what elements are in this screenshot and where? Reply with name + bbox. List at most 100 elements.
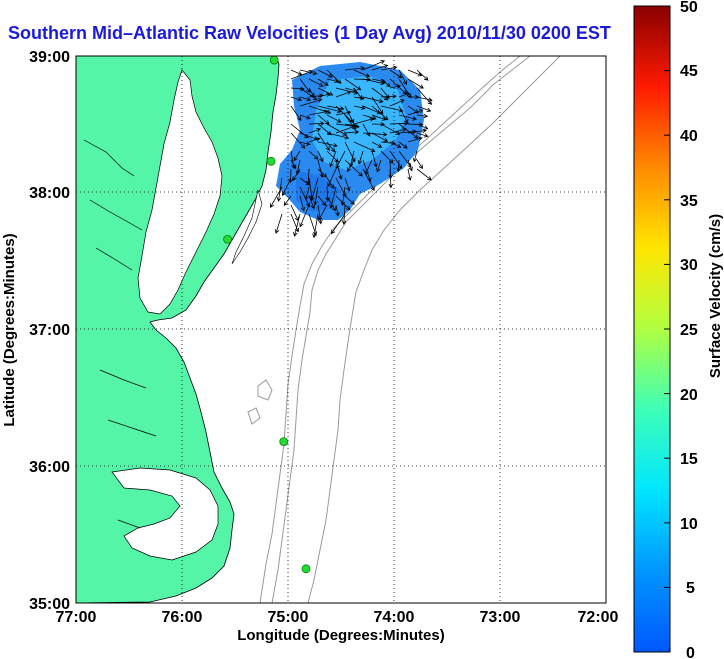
- y-tick-label: 37:00: [29, 322, 70, 339]
- velocity-vector: [327, 168, 337, 188]
- velocity-vector: [335, 195, 351, 211]
- colorbar-tick-label: 50: [680, 0, 698, 16]
- velocity-vector: [317, 141, 338, 148]
- velocity-vector: [389, 150, 403, 169]
- velocity-vector: [308, 121, 325, 126]
- velocity-vector: [299, 204, 310, 228]
- velocity-vector: [288, 168, 293, 184]
- velocity-vector: [344, 159, 363, 177]
- y-axis: 39:00 38:00 37:00 36:00 35:00 Latitude (…: [1, 49, 70, 613]
- colorbar-tick-label: 45: [680, 63, 698, 80]
- velocity-vector: [362, 60, 386, 71]
- velocity-vector: [380, 123, 401, 135]
- station-marker: [266, 156, 276, 166]
- velocity-vector: [326, 105, 345, 111]
- velocity-vector: [344, 195, 355, 205]
- velocity-vector: [398, 114, 418, 121]
- velocity-vector: [362, 96, 384, 104]
- coastal-lagoon: [231, 189, 263, 265]
- velocity-vector: [274, 213, 283, 234]
- y-tick-label: 35:00: [29, 596, 70, 613]
- velocity-vector: [407, 108, 424, 116]
- velocity-vector: [293, 150, 301, 162]
- velocity-vector: [308, 195, 315, 210]
- velocity-vector: [362, 168, 375, 191]
- velocity-vector: [290, 159, 297, 170]
- velocity-vector: [362, 114, 377, 121]
- river-inlet: [83, 139, 157, 529]
- velocity-vector: [407, 168, 412, 181]
- x-tick-label: 72:00: [578, 609, 619, 626]
- velocity-vector: [335, 90, 352, 98]
- velocity-vector: [290, 132, 306, 149]
- velocity-vector: [299, 177, 311, 186]
- colorbar-label: Surface Velocity (cm/s): [707, 214, 724, 378]
- velocity-vector: [416, 105, 432, 113]
- velocity-vector: [388, 168, 394, 189]
- velocity-vector: [344, 65, 366, 71]
- velocity-vector: [317, 132, 330, 151]
- velocity-vector: [344, 78, 362, 91]
- velocity-vector: [353, 95, 365, 101]
- velocity-vector: [407, 78, 424, 89]
- colorbar-tick-label: 15: [680, 451, 698, 468]
- y-tick-label: 38:00: [29, 185, 70, 202]
- velocity-vector: [326, 114, 342, 123]
- colorbar-tick-label: 0: [686, 645, 695, 659]
- velocity-vector: [344, 141, 356, 163]
- velocity-vector: [317, 114, 330, 125]
- velocity-vector: [317, 150, 324, 163]
- velocity-vector: [407, 69, 423, 77]
- velocity-vector: [416, 132, 429, 138]
- velocity-vector: [371, 114, 387, 121]
- velocity-vector: [389, 141, 402, 148]
- velocity-vector: [398, 123, 419, 139]
- velocity-vector: [326, 195, 336, 212]
- velocity-vector: [308, 109, 329, 116]
- velocity-vector: [380, 65, 398, 71]
- velocity-vector: [317, 123, 332, 136]
- velocity-vector: [371, 64, 389, 71]
- colorbar-tick-label: 25: [680, 322, 698, 339]
- velocity-vector: [312, 213, 319, 239]
- velocity-vector: [290, 105, 302, 121]
- velocity-vector: [299, 69, 318, 76]
- velocity-vector: [299, 141, 311, 146]
- velocity-vector: [299, 87, 318, 101]
- velocity-vector: [389, 84, 402, 89]
- velocity-vector: [353, 117, 375, 125]
- x-tick-label: 74:00: [374, 609, 415, 626]
- velocity-vector: [412, 150, 418, 163]
- velocity-vector: [308, 127, 322, 134]
- colorbar-tick-label: 30: [680, 257, 698, 274]
- station-marker: [223, 234, 232, 244]
- x-tick-label: 75:00: [268, 609, 309, 626]
- velocity-vector: [371, 96, 384, 115]
- page-title: Southern Mid–Atlantic Raw Velocities (1 …: [8, 23, 611, 43]
- velocity-vector: [357, 150, 364, 165]
- velocity-vector: [389, 127, 408, 134]
- colorbar-tick-label: 5: [686, 580, 695, 597]
- x-axis: 77:00 76:00 75:00 74:00 73:00 72:00 Long…: [56, 609, 619, 644]
- velocity-vector: [290, 96, 303, 102]
- velocity-vector: [353, 105, 366, 110]
- velocity-vector: [407, 128, 427, 134]
- velocity-vector: [326, 78, 339, 84]
- velocity-vector: [330, 213, 346, 235]
- velocity-vector: [416, 96, 433, 102]
- velocity-vector: [416, 113, 429, 119]
- velocity-vector: [329, 150, 337, 168]
- velocity-vector: [371, 132, 389, 142]
- velocity-vector: [317, 195, 327, 206]
- velocity-vector: [304, 186, 310, 201]
- velocity-vector: [293, 213, 301, 237]
- station-marker: [279, 437, 289, 447]
- velocity-vector: [308, 78, 324, 87]
- velocity-vector: [283, 195, 292, 207]
- colorbar-ticks: [664, 70, 670, 588]
- velocity-vector: [317, 92, 331, 98]
- velocity-vector: [398, 92, 411, 98]
- velocity-vector: [371, 150, 378, 168]
- velocity-vector: [313, 186, 319, 206]
